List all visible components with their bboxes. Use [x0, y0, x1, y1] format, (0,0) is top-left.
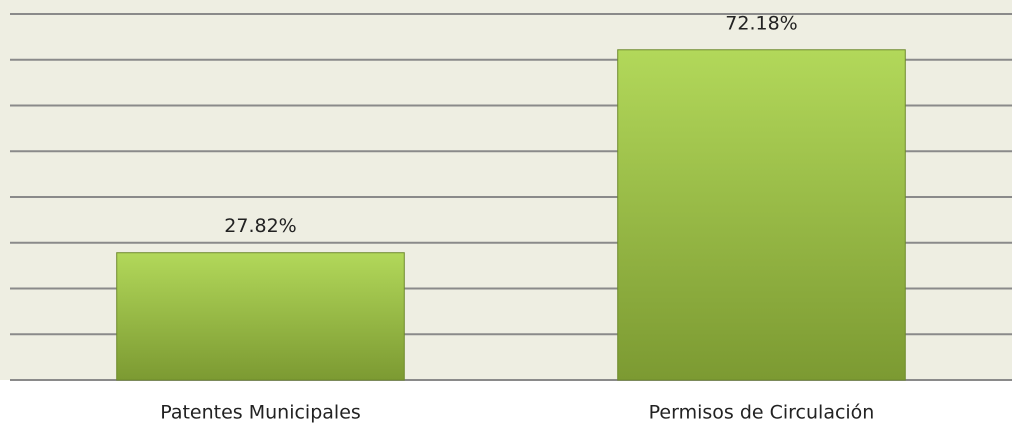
data-label: 27.82%: [224, 215, 296, 237]
data-label: 72.18%: [725, 12, 797, 34]
x-tick-label: Permisos de Circulación: [649, 402, 875, 424]
x-tick-label: Patentes Municipales: [160, 402, 361, 424]
bar: [116, 252, 405, 381]
bar: [617, 49, 906, 381]
